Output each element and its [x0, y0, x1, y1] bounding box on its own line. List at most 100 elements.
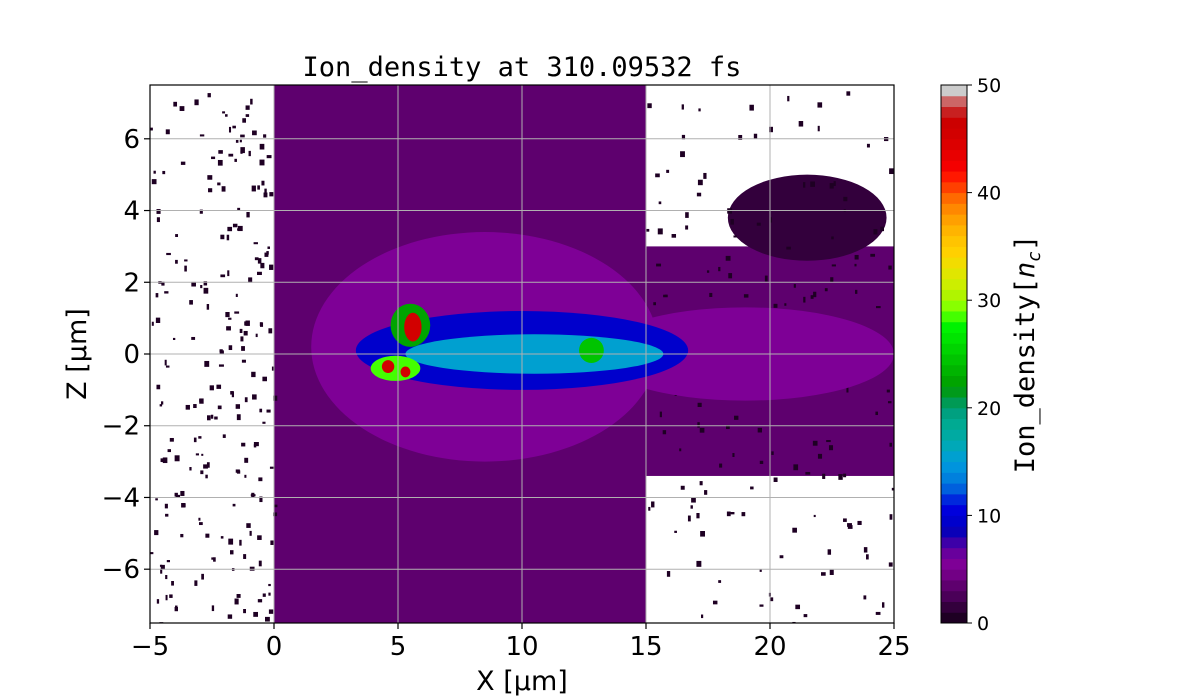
density-speck — [271, 366, 275, 371]
density-speck — [863, 547, 868, 553]
density-speck — [151, 179, 157, 185]
density-speck — [156, 599, 160, 604]
colorbar-level — [941, 332, 967, 344]
density-speck — [259, 408, 263, 413]
density-speck — [179, 106, 185, 111]
density-speck — [203, 281, 208, 286]
density-speck — [258, 477, 263, 482]
density-speck — [753, 133, 758, 139]
density-speck — [165, 365, 170, 368]
colorbar-tick-label: 0 — [977, 613, 989, 635]
density-speck — [863, 595, 867, 600]
density-speck — [244, 474, 247, 478]
density-speck — [749, 104, 754, 111]
density-speck — [227, 270, 230, 277]
density-speck — [888, 265, 892, 270]
density-speck — [718, 580, 722, 583]
density-speck — [685, 212, 689, 218]
colorbar-label-symbol: n — [1010, 262, 1041, 278]
density-speck — [180, 161, 186, 165]
density-speck — [769, 217, 772, 223]
density-speck — [243, 554, 247, 559]
density-speck — [256, 271, 262, 276]
colorbar-tick-label: 30 — [977, 290, 1001, 312]
density-speck — [719, 463, 723, 468]
density-speck — [264, 252, 269, 257]
colorbar-label: Ion_density[nc] — [1010, 235, 1045, 473]
y-tick-label: 6 — [123, 125, 140, 155]
colorbar-level — [941, 536, 967, 549]
colorbar-level — [941, 483, 967, 495]
density-speck — [155, 317, 161, 323]
density-region-left-scatter — [150, 93, 278, 623]
density-speck — [266, 409, 271, 413]
grid-lines — [149, 85, 895, 623]
density-region-lower-hot-right — [400, 366, 411, 378]
density-speck — [257, 185, 260, 190]
colorbar-level — [941, 601, 967, 613]
density-speck — [854, 254, 859, 260]
density-speck — [220, 536, 224, 539]
density-speck — [687, 515, 691, 522]
density-speck — [795, 604, 801, 610]
density-speck — [232, 125, 236, 129]
colorbar-level — [941, 526, 967, 538]
density-speck — [698, 108, 701, 112]
density-speck — [237, 228, 241, 231]
density-speck — [680, 151, 685, 158]
density-speck — [245, 320, 250, 326]
density-speck — [798, 121, 804, 127]
density-speck — [156, 384, 161, 390]
colorbar-level — [941, 407, 967, 420]
colorbar-tick-label: 10 — [977, 505, 1001, 527]
density-speck — [259, 322, 263, 326]
density-speck — [221, 186, 226, 192]
density-speck — [206, 304, 210, 310]
density-speck — [792, 527, 797, 533]
density-speck — [191, 336, 196, 340]
density-speck — [217, 405, 222, 410]
density-speck — [889, 514, 893, 520]
density-speck — [843, 473, 847, 478]
density-speck — [214, 416, 218, 420]
colorbar-level — [941, 493, 967, 506]
density-speck — [267, 246, 270, 249]
colorbar-level — [941, 106, 967, 118]
colorbar-level — [941, 354, 967, 366]
colorbar-level — [941, 472, 967, 484]
density-speck — [769, 126, 773, 133]
density-speck — [236, 470, 241, 474]
density-speck — [161, 401, 164, 405]
density-speck — [150, 552, 154, 555]
density-speck — [826, 440, 831, 443]
density-speck — [252, 394, 257, 400]
density-speck — [153, 170, 156, 174]
x-tick-label: 0 — [266, 632, 283, 662]
density-speck — [260, 262, 265, 269]
density-speck — [679, 448, 682, 452]
density-speck — [671, 234, 677, 238]
density-speck — [875, 411, 879, 416]
density-speck — [854, 263, 857, 267]
density-speck — [269, 466, 275, 469]
colorbar-level — [941, 181, 967, 194]
colorbar-level — [941, 95, 967, 108]
colorbar-axis: 0 10 20 30 40 50 — [967, 75, 1001, 635]
density-speck — [653, 302, 656, 306]
density-speck — [264, 188, 267, 193]
colorbar-level — [941, 224, 967, 237]
x-tick-label: 15 — [629, 632, 662, 662]
density-speck — [175, 234, 179, 238]
density-speck — [162, 170, 166, 175]
density-speck — [217, 182, 221, 186]
density-speck — [855, 289, 858, 294]
colorbar-level — [941, 612, 967, 624]
density-speck — [253, 242, 258, 245]
density-speck — [194, 99, 199, 106]
density-speck — [268, 592, 271, 596]
density-speck — [876, 306, 881, 309]
density-speck — [250, 494, 256, 497]
density-speck — [771, 451, 774, 455]
density-speck — [696, 560, 702, 567]
density-speck — [169, 437, 174, 442]
